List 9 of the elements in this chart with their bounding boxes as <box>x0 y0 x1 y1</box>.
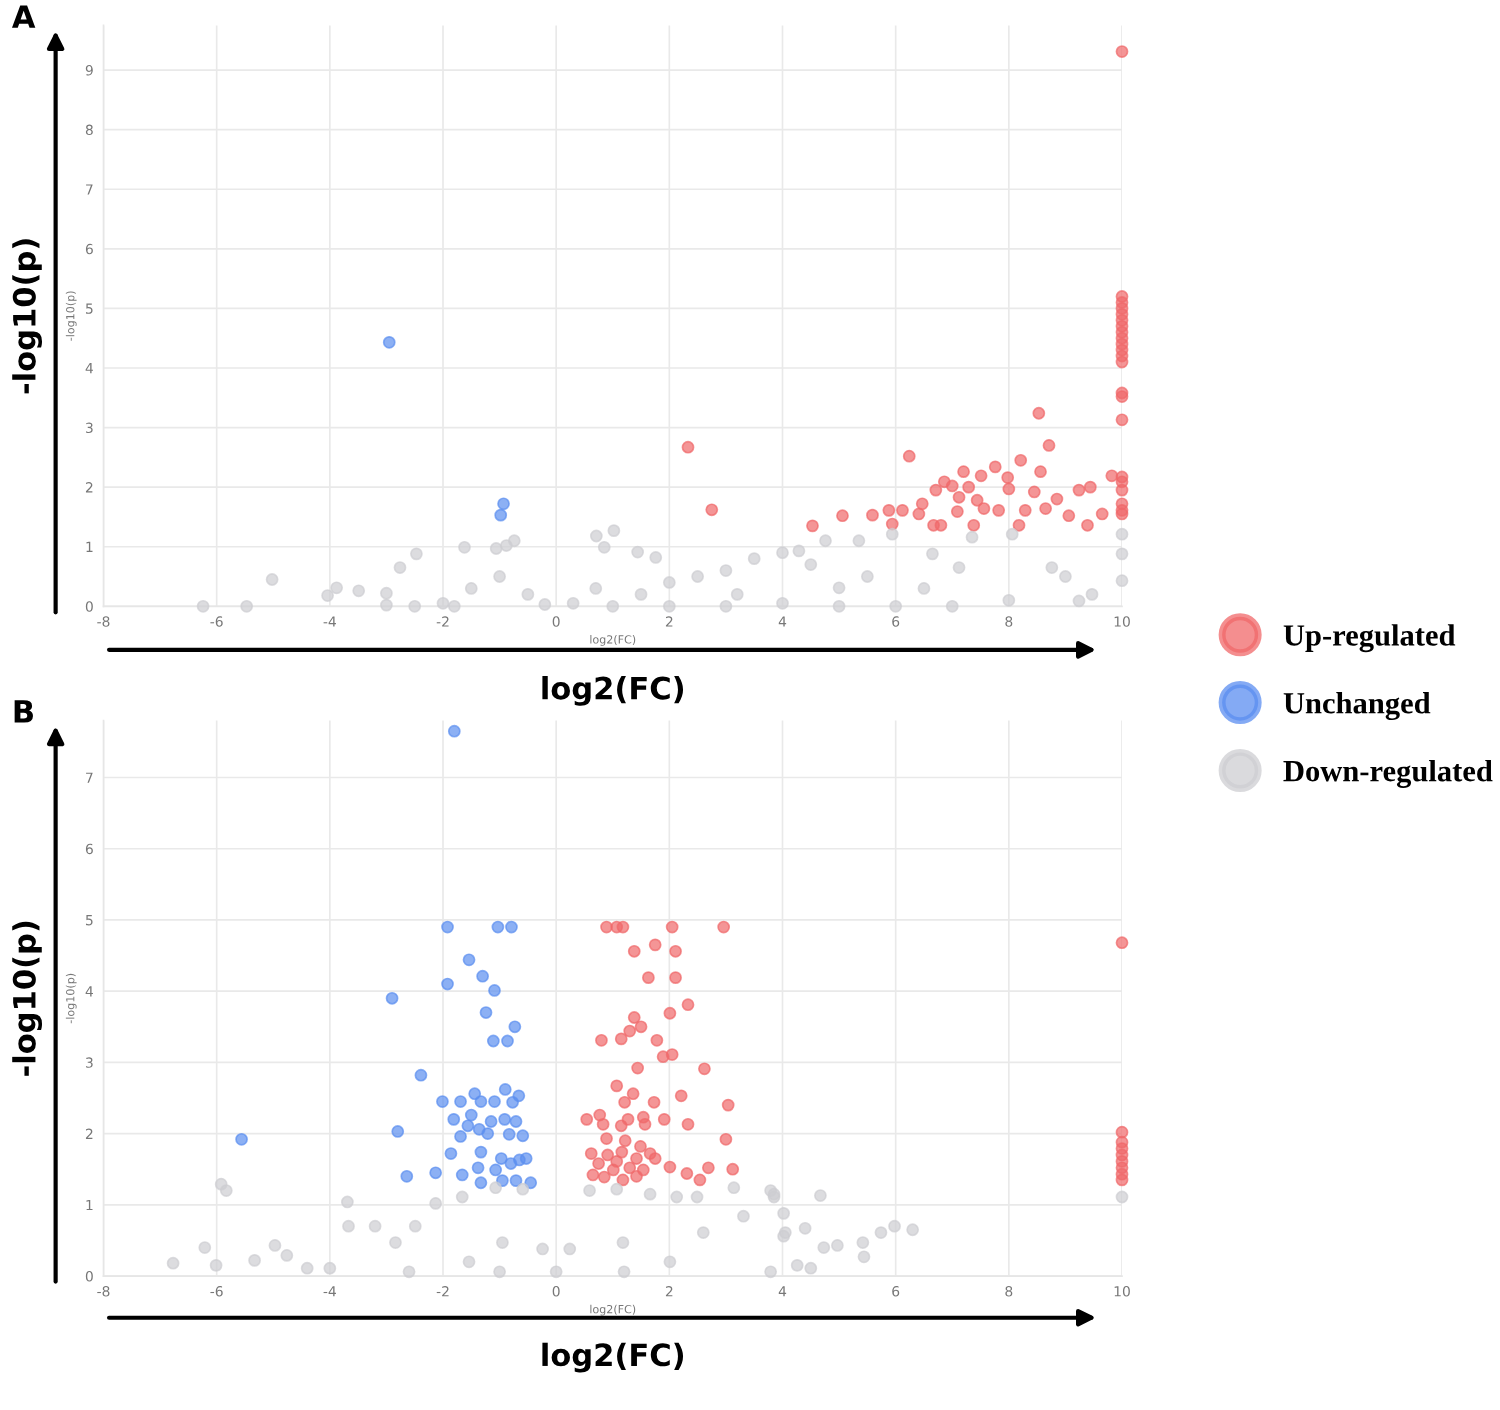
text: -log10(p) <box>12 921 43 1076</box>
text: log2(FC) <box>542 1342 684 1373</box>
legend-label: Up-regulated <box>1283 624 1456 653</box>
chart-title: A <box>11 5 36 28</box>
legend-label: Down-regulated <box>1283 759 1493 788</box>
chart-title: B <box>14 700 33 723</box>
text: log2(FC) <box>542 676 684 706</box>
text: -log10(p) <box>12 239 43 394</box>
legend-label: Unchanged <box>1283 692 1431 721</box>
